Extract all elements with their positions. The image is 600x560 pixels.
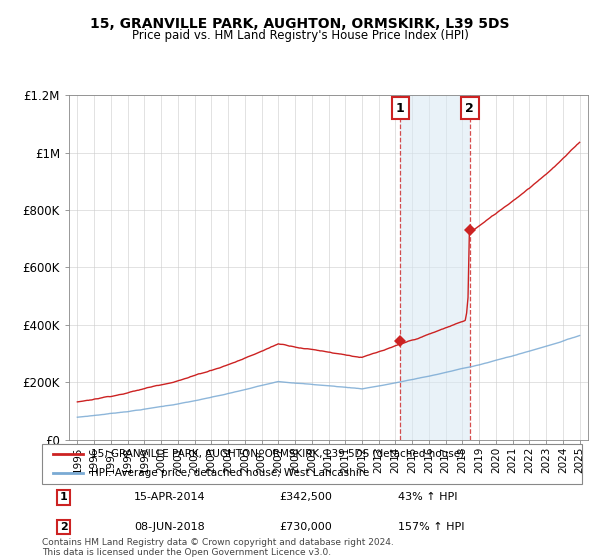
Bar [400,95,470,440]
Text: 157% ↑ HPI: 157% ↑ HPI [398,522,465,532]
Text: Contains HM Land Registry data © Crown copyright and database right 2024.
This d: Contains HM Land Registry data © Crown c… [42,538,394,557]
Text: 43% ↑ HPI: 43% ↑ HPI [398,492,458,502]
Text: 08-JUN-2018: 08-JUN-2018 [134,522,205,532]
Text: £342,500: £342,500 [280,492,332,502]
Text: 1: 1 [396,101,404,115]
Text: 15, GRANVILLE PARK, AUGHTON, ORMSKIRK, L39 5DS (detached house): 15, GRANVILLE PARK, AUGHTON, ORMSKIRK, L… [91,449,464,459]
Text: 2: 2 [60,522,67,532]
Text: £730,000: £730,000 [280,522,332,532]
Text: 2: 2 [466,101,474,115]
Text: Price paid vs. HM Land Registry's House Price Index (HPI): Price paid vs. HM Land Registry's House … [131,29,469,42]
Text: 15, GRANVILLE PARK, AUGHTON, ORMSKIRK, L39 5DS: 15, GRANVILLE PARK, AUGHTON, ORMSKIRK, L… [90,17,510,31]
Text: HPI: Average price, detached house, West Lancashire: HPI: Average price, detached house, West… [91,468,369,478]
Text: 15-APR-2014: 15-APR-2014 [134,492,205,502]
Text: 1: 1 [60,492,67,502]
